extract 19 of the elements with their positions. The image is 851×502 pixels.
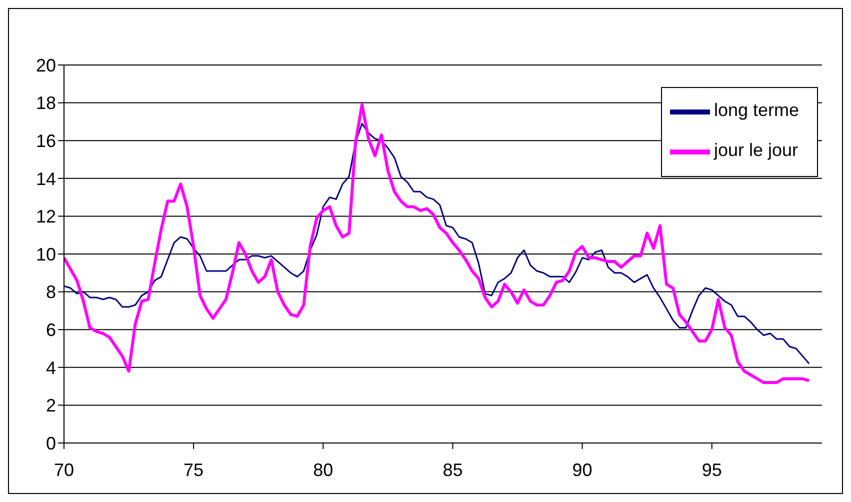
y-tick-label: 4 (46, 358, 56, 378)
legend-label: long terme (714, 100, 799, 120)
y-tick-label: 20 (36, 55, 56, 76)
y-tick-label: 2 (46, 396, 56, 416)
y-tick-label: 14 (36, 168, 56, 189)
y-tick-label: 8 (46, 282, 56, 302)
y-tick-label: 6 (46, 320, 56, 340)
y-tick-label: 10 (36, 244, 56, 264)
y-tick-label: 18 (36, 93, 56, 114)
x-tick-label: 90 (572, 460, 592, 480)
x-tick-label: 70 (54, 460, 74, 480)
x-tick-label: 95 (702, 460, 722, 480)
legend-label: jour le jour (714, 140, 798, 160)
x-tick-label: 80 (313, 460, 334, 480)
y-tick-label: 12 (36, 206, 56, 227)
x-tick-label: 75 (184, 460, 204, 480)
y-tick-label: 0 (46, 433, 56, 454)
y-tick-label: 16 (36, 130, 56, 151)
x-tick-label: 85 (442, 460, 463, 480)
